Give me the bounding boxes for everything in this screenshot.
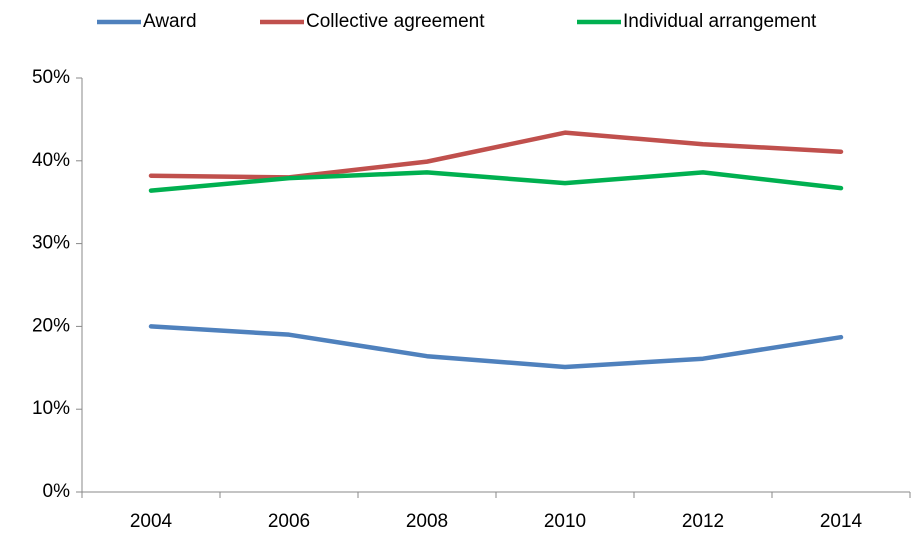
y-tick-label: 30% bbox=[32, 233, 70, 254]
x-tick-label: 2008 bbox=[406, 511, 448, 532]
series-line bbox=[148, 324, 844, 370]
legend-label: Award bbox=[143, 11, 197, 32]
x-tick-label: 2010 bbox=[544, 511, 586, 532]
legend-label: Individual arrangement bbox=[623, 11, 817, 32]
x-tick-label: 2014 bbox=[820, 511, 863, 532]
x-tick-label: 2004 bbox=[130, 511, 173, 532]
y-tick-label: 0% bbox=[43, 481, 71, 502]
y-tick-label: 50% bbox=[32, 67, 70, 88]
y-tick-label: 20% bbox=[32, 315, 70, 336]
y-tick-label: 10% bbox=[32, 398, 70, 419]
x-tick-label: 2012 bbox=[682, 511, 724, 532]
series-line bbox=[148, 170, 844, 193]
y-tick-label: 40% bbox=[32, 150, 70, 171]
legend-label: Collective agreement bbox=[306, 11, 485, 32]
series-line bbox=[148, 130, 844, 180]
x-tick-label: 2006 bbox=[268, 511, 310, 532]
